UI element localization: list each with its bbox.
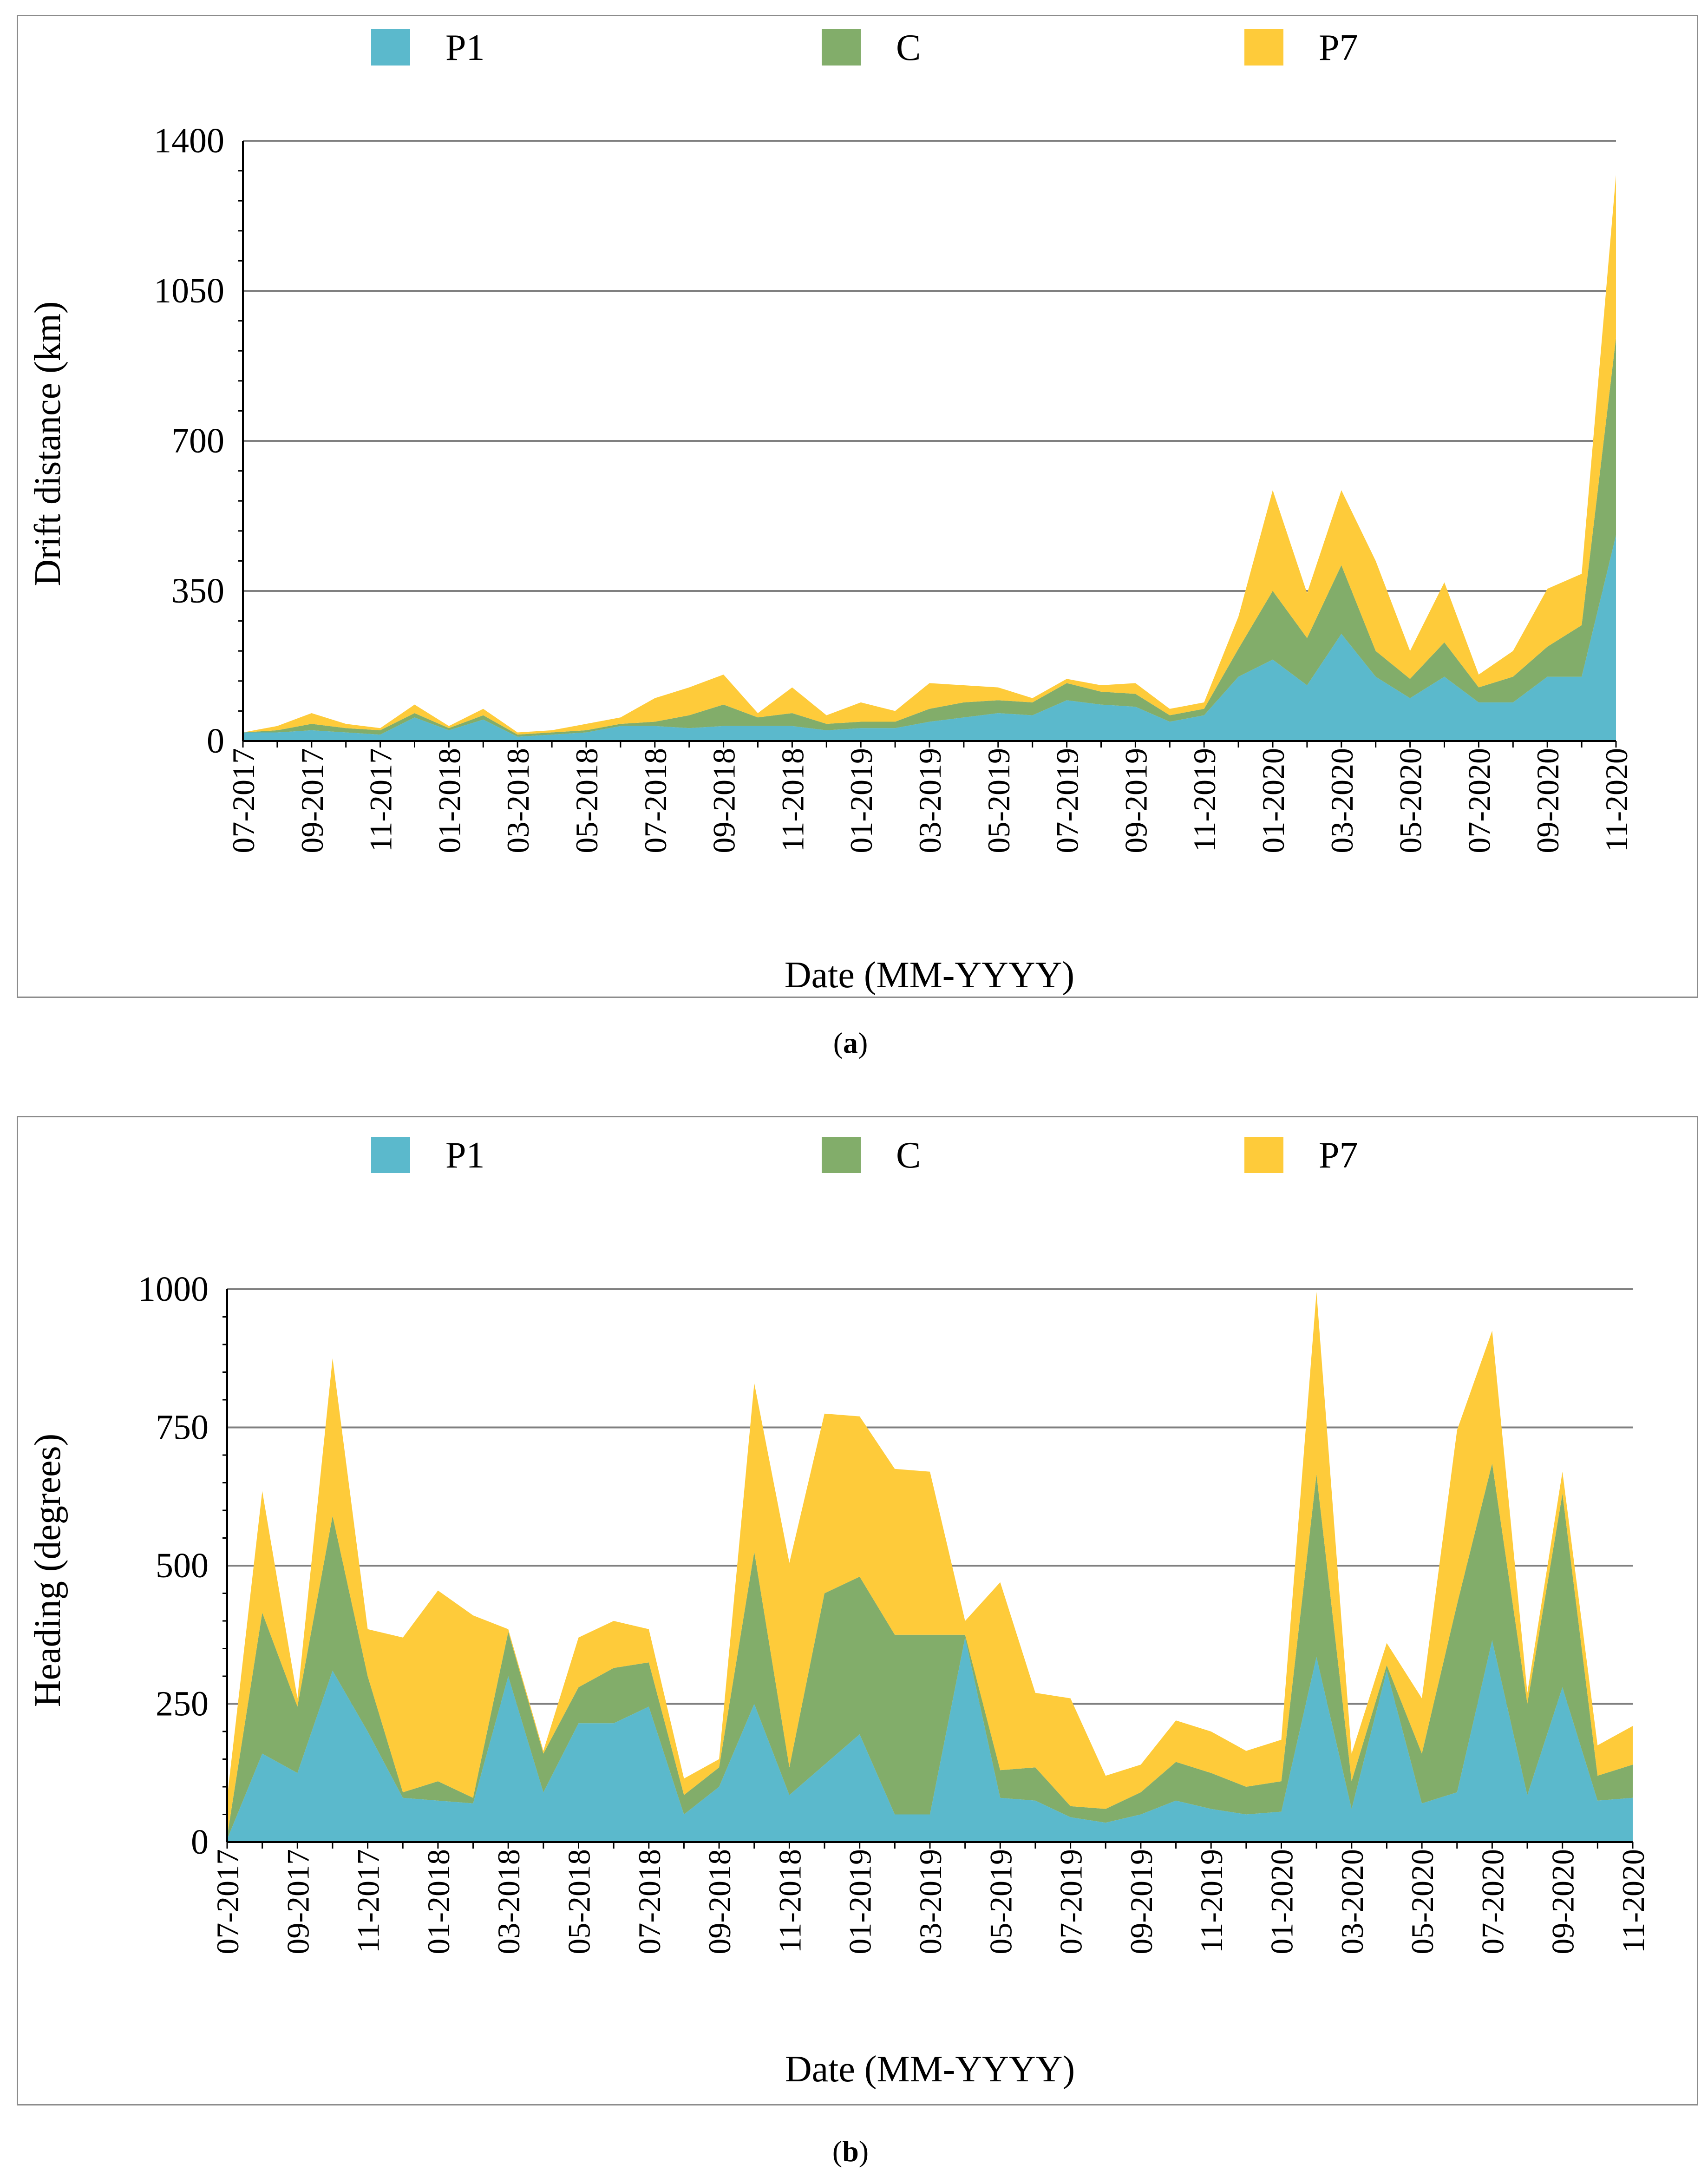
charta-xtick-label: 01-2018 — [432, 748, 467, 853]
charta-legend-swatch-c — [822, 29, 861, 66]
chart-panel-b: 0 250 500 750 1000 07-2017 09-2017 11-2017 01-20… — [17, 1116, 1698, 2105]
charta-xtick-label: 03-2018 — [500, 748, 536, 853]
charta-xtick-label: 11-2020 — [1599, 748, 1634, 852]
chartb-xtick-label: 11-2019 — [1194, 1849, 1229, 1953]
charta-xtick-label: 11-2019 — [1187, 748, 1222, 852]
chartb-xtick-label: 09-2017 — [280, 1849, 315, 1954]
chartb-xtick-label: 01-2018 — [421, 1849, 456, 1954]
drift-distance-chart: 0 350 700 1050 1400 07-2017 09-2017 11-2017 01-2… — [27, 27, 1634, 996]
chartb-xtick-label: 07-2017 — [210, 1849, 245, 1954]
charta-xtick-label: 03-2019 — [912, 748, 948, 853]
chartb-xtick-label: 05-2018 — [562, 1849, 597, 1954]
chartb-y-axis-label: Heading (degrees) — [27, 1434, 68, 1707]
charta-xtick-label: 01-2020 — [1256, 748, 1291, 853]
charta-area-c — [243, 338, 1616, 737]
chart-panel-a: 0 350 700 1050 1400 07-2017 09-2017 11-2017 01-2… — [17, 15, 1698, 998]
charta-ytick-label: 350 — [171, 571, 224, 610]
chartb-legend-label-p1: P1 — [445, 1135, 485, 1176]
charta-xtick-label: 05-2020 — [1393, 748, 1428, 853]
charta-y-axis-label: Drift distance (km) — [27, 301, 68, 586]
chartb-area-p7 — [227, 1292, 1633, 1837]
chartb-xtick-label: 09-2020 — [1545, 1849, 1581, 1954]
chartb-xtick-label: 03-2018 — [491, 1849, 526, 1954]
charta-xtick-label: 07-2019 — [1050, 748, 1085, 853]
charta-legend-swatch-p1 — [371, 29, 410, 66]
charta-area-p1 — [243, 535, 1616, 741]
charta-xtick-label: 11-2017 — [363, 748, 399, 852]
chartb-ytick-label: 500 — [156, 1546, 209, 1585]
chartb-xtick-label: 07-2020 — [1475, 1849, 1510, 1954]
chartb-ytick-label: 0 — [191, 1823, 209, 1862]
chartb-legend-label-p7: P7 — [1319, 1135, 1358, 1176]
caption-b: (b) — [832, 2135, 869, 2168]
charta-legend-label-c: C — [896, 27, 921, 68]
charta-xtick-label: 11-2018 — [775, 748, 810, 852]
chartb-xtick-label: 11-2020 — [1616, 1849, 1651, 1953]
charta-xtick-label: 07-2018 — [638, 748, 673, 853]
chartb-xtick-label: 07-2019 — [1053, 1849, 1089, 1954]
chartb-xtick-label: 09-2018 — [702, 1849, 737, 1954]
chartb-xtick-label: 03-2020 — [1335, 1849, 1370, 1954]
charta-xtick-label: 07-2017 — [226, 748, 261, 853]
chartb-ytick-label: 1000 — [138, 1270, 209, 1309]
chartb-xtick-label: 01-2019 — [843, 1849, 878, 1954]
chartb-xtick-label: 11-2017 — [351, 1849, 386, 1953]
chartb-ytick-label: 250 — [156, 1685, 209, 1724]
chartb-xtick-label: 01-2020 — [1264, 1849, 1300, 1954]
caption-a: (a) — [833, 1026, 868, 1059]
charta-xtick-label: 09-2019 — [1118, 748, 1153, 853]
chartb-xtick-label: 05-2019 — [983, 1849, 1018, 1954]
charta-xtick-label: 03-2020 — [1324, 748, 1360, 853]
chartb-xtick-label: 11-2018 — [772, 1849, 807, 1953]
caption-a-letter: a — [843, 1026, 858, 1059]
charta-ytick-label: 700 — [171, 421, 224, 460]
chartb-ytick-label: 750 — [156, 1408, 209, 1447]
caption-b-letter: b — [842, 2135, 859, 2168]
chartb-xtick-label: 03-2019 — [913, 1849, 948, 1954]
heading-chart: 0 250 500 750 1000 07-2017 09-2017 11-2017 01-20… — [27, 1135, 1651, 2090]
chartb-legend-swatch-p1 — [371, 1137, 410, 1173]
charta-ytick-label: 0 — [207, 721, 224, 761]
chartb-area-c — [227, 1463, 1633, 1839]
charta-legend-label-p1: P1 — [445, 27, 485, 68]
chartb-legend-label-c: C — [896, 1135, 921, 1176]
charta-x-axis-label: Date (MM-YYYY) — [785, 955, 1074, 996]
chartb-x-axis-label: Date (MM-YYYY) — [785, 2049, 1075, 2090]
chartb-legend-swatch-c — [822, 1137, 861, 1173]
charta-area-p7 — [243, 175, 1616, 735]
chartb-xtick-label: 07-2018 — [632, 1849, 667, 1954]
charta-xtick-label: 07-2020 — [1461, 748, 1497, 853]
charta-xtick-label: 05-2018 — [569, 748, 604, 853]
chartb-legend-swatch-p7 — [1244, 1137, 1283, 1173]
charta-legend-label-p7: P7 — [1319, 27, 1358, 68]
chartb-xtick-label: 09-2019 — [1124, 1849, 1159, 1954]
charta-ytick-label: 1050 — [154, 271, 224, 310]
chartb-xtick-label: 05-2020 — [1405, 1849, 1440, 1954]
charta-xtick-label: 01-2019 — [844, 748, 879, 853]
charta-ytick-label: 1400 — [154, 121, 224, 160]
chartb-area-p1 — [227, 1637, 1633, 1842]
charta-xtick-label: 09-2018 — [707, 748, 742, 853]
charta-xtick-label: 09-2020 — [1530, 748, 1565, 853]
charta-xtick-label: 09-2017 — [294, 748, 330, 853]
charta-xtick-label: 05-2019 — [981, 748, 1016, 853]
charta-legend-swatch-p7 — [1244, 29, 1283, 66]
